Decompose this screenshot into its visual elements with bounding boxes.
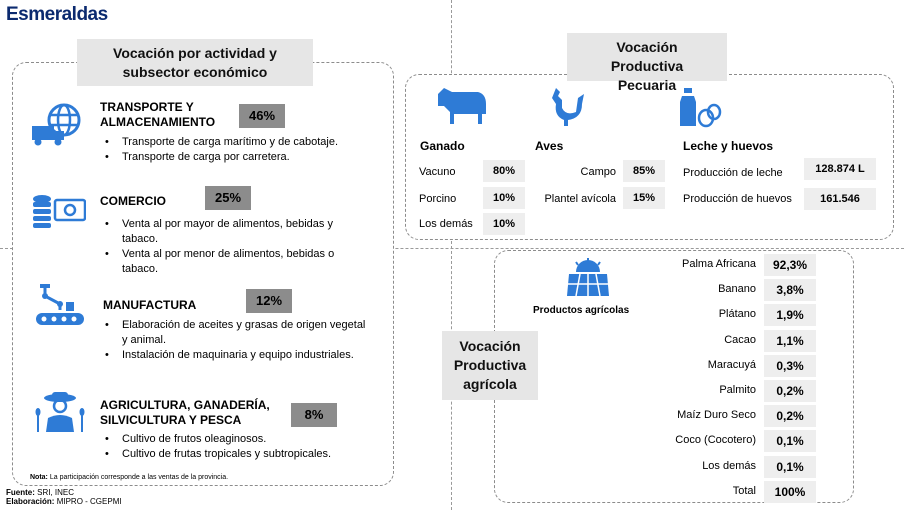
table-row-label: Plátano xyxy=(718,308,756,321)
table-row-label: Total xyxy=(732,484,756,497)
productos-label: Productos agrícolas xyxy=(533,305,630,316)
sector-title-transporte: TRANSPORTE Y ALMACENAMIENTO xyxy=(100,100,216,129)
aves-value: 15% xyxy=(623,187,665,209)
pct-badge-comercio: 25% xyxy=(205,186,251,210)
pecuaria-panel xyxy=(405,74,894,240)
ganado-label: Los demás xyxy=(419,218,473,230)
ganado-label: Vacuno xyxy=(419,166,456,178)
table-row-value: 100% xyxy=(764,480,816,503)
leche-label: Producción de leche xyxy=(683,167,783,179)
truck-globe-icon xyxy=(30,100,82,153)
pct-badge-transporte: 46% xyxy=(239,104,285,128)
ganado-value: 10% xyxy=(483,187,525,209)
sector-header: Vocación por actividad y subsector econó… xyxy=(77,39,313,86)
sector-title-manufactura: MANUFACTURA xyxy=(103,298,197,312)
pct-badge-agricultura: 8% xyxy=(291,403,337,427)
table-row-value: 1,1% xyxy=(764,329,816,352)
ganado-value: 80% xyxy=(483,160,525,182)
horizontal-divider xyxy=(0,248,904,249)
list-item: Transporte de carga marítimo y de cabota… xyxy=(102,135,382,150)
leche-value: 161.546 xyxy=(804,188,876,210)
table-row-value: 92,3% xyxy=(764,254,816,276)
page-title: Esmeraldas xyxy=(6,4,108,25)
table-row-value: 0,2% xyxy=(764,405,816,428)
table-row-label: Cacao xyxy=(724,333,756,346)
sector-title-comercio: COMERCIO xyxy=(100,194,166,208)
agricola-header: Vocación Productiva agrícola xyxy=(442,331,538,400)
cow-icon xyxy=(436,84,488,131)
aves-label: Campo xyxy=(580,166,616,178)
leche-label: Producción de huevos xyxy=(683,193,792,205)
bullets-manufactura: Elaboración de aceites y grasas de orige… xyxy=(102,318,372,363)
field-sun-icon xyxy=(567,258,609,301)
list-item: Cultivo de frutas tropicales y subtropic… xyxy=(102,447,382,462)
table-row-label: Maracuyá xyxy=(707,358,756,371)
table-row-label: Palma Africana xyxy=(682,258,756,270)
ganado-label: Porcino xyxy=(419,193,457,205)
list-item: Venta al por menor de alimentos, bebidas… xyxy=(102,247,372,277)
table-row-label: Palmito xyxy=(719,384,756,396)
table-row-value: 0,2% xyxy=(764,380,816,402)
table-row-label: Coco (Cocotero) xyxy=(675,434,756,447)
bullets-agricultura: Cultivo de frutos oleaginosos. Cultivo d… xyxy=(102,432,382,462)
farmer-icon xyxy=(34,390,86,439)
list-item: Cultivo de frutos oleaginosos. xyxy=(102,432,382,447)
list-item: Venta al por mayor de alimentos, bebidas… xyxy=(102,217,372,247)
pct-badge-manufactura: 12% xyxy=(246,289,292,313)
sector-title-agricultura: AGRICULTURA, GANADERÍA, SILVICULTURA Y P… xyxy=(100,398,270,427)
leche-title: Leche y huevos xyxy=(683,139,774,153)
bullets-comercio: Venta al por mayor de alimentos, bebidas… xyxy=(102,217,372,277)
ganado-value: 10% xyxy=(483,213,525,235)
robot-arm-conveyor-icon xyxy=(34,282,86,335)
elaboracion: Elaboración: MIPRO - CGEPMI xyxy=(6,497,122,506)
table-row-label: Los demás xyxy=(702,459,756,472)
rooster-icon xyxy=(548,86,586,131)
table-row-value: 0,1% xyxy=(764,455,816,478)
ganado-title: Ganado xyxy=(420,139,465,153)
list-item: Instalación de maquinaria y equipo indus… xyxy=(102,348,372,363)
list-item: Elaboración de aceites y grasas de orige… xyxy=(102,318,372,348)
leche-value: 128.874 L xyxy=(804,158,876,180)
table-row-label: Maíz Duro Seco xyxy=(677,409,756,422)
list-item: Transporte de carga por carretera. xyxy=(102,150,382,165)
nota: Nota: La participación corresponde a las… xyxy=(30,474,229,481)
table-row-value: 0,3% xyxy=(764,354,816,377)
aves-title: Aves xyxy=(535,139,564,153)
fuente: Fuente: SRI, INEC xyxy=(6,488,75,497)
pecuaria-header: Vocación Productiva Pecuaria xyxy=(567,33,727,93)
bullets-transporte: Transporte de carga marítimo y de cabota… xyxy=(102,135,382,165)
table-row-label: Banano xyxy=(718,283,756,296)
aves-value: 85% xyxy=(623,160,665,182)
aves-label: Plantel avícola xyxy=(544,193,616,205)
vertical-divider xyxy=(451,0,452,510)
milk-eggs-icon xyxy=(678,86,722,133)
table-row-value: 0,1% xyxy=(764,430,816,453)
table-row-value: 1,9% xyxy=(764,304,816,327)
table-row-value: 3,8% xyxy=(764,279,816,302)
coins-money-icon xyxy=(30,190,87,235)
